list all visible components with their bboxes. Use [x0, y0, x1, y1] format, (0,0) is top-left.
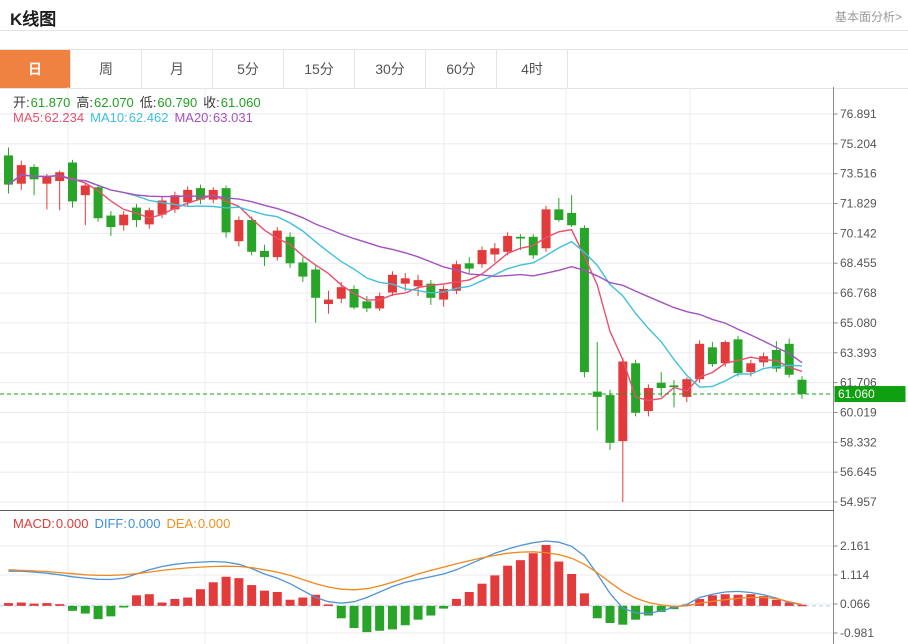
svg-text:66.768: 66.768 — [840, 286, 877, 300]
svg-text:75.204: 75.204 — [840, 137, 877, 151]
macd-row-value-0: 0.000 — [55, 516, 89, 531]
macd-row-label-0: MACD: — [13, 516, 55, 531]
ma20-line — [8, 174, 803, 364]
tab-period-2[interactable]: 月 — [142, 50, 213, 88]
svg-text:65.080: 65.080 — [840, 316, 877, 330]
svg-text:63.393: 63.393 — [840, 346, 877, 360]
macd-histogram — [4, 544, 807, 633]
ohlc-row-value-3: 61.060 — [220, 95, 261, 110]
ma-row-value-1: 62.462 — [128, 110, 169, 125]
ohlc-row-value-0: 61.870 — [30, 95, 71, 110]
tab-period-3[interactable]: 5分 — [213, 50, 284, 88]
ohlc-row-label-2: 低: — [139, 95, 157, 110]
ma5-line — [8, 174, 803, 402]
diff-line — [8, 540, 803, 615]
tab-period-5[interactable]: 30分 — [355, 50, 426, 88]
svg-text:0.066: 0.066 — [840, 597, 870, 611]
macd-row-value-1: 0.000 — [127, 516, 161, 531]
ma-readout: MA5:62.234 MA10:62.462 MA20:63.031 — [13, 110, 259, 125]
ma-row-value-0: 62.234 — [44, 110, 85, 125]
ohlc-row-label-3: 收: — [203, 95, 220, 110]
svg-text:76.891: 76.891 — [840, 107, 877, 121]
svg-text:61.060: 61.060 — [838, 387, 875, 401]
svg-text:73.516: 73.516 — [840, 167, 877, 181]
tab-period-6[interactable]: 60分 — [426, 50, 497, 88]
current-price-badge: 61.060 — [834, 386, 906, 403]
ohlc-row-label-0: 开: — [13, 95, 30, 110]
ma-row-label-0: MA5: — [13, 110, 44, 125]
ma-row-label-2: MA20: — [174, 110, 213, 125]
svg-text:1.114: 1.114 — [840, 568, 869, 582]
price-y-axis: 76.891 75.204 73.516 71.829 70.142 68.455 66.7… — [833, 87, 877, 644]
header-divider — [0, 30, 908, 31]
ma10-line — [8, 174, 803, 388]
price-grid — [0, 87, 833, 510]
ma-row-label-1: MA10: — [90, 110, 128, 125]
tab-period-4[interactable]: 15分 — [284, 50, 355, 88]
macd-row-label-2: DEA: — [166, 516, 197, 531]
ohlc-row-label-1: 高: — [76, 95, 94, 110]
svg-text:71.829: 71.829 — [840, 197, 877, 211]
fundamental-analysis-link[interactable]: 基本面分析> — [834, 10, 902, 24]
page-title: K线图 — [10, 10, 57, 29]
tab-period-1[interactable]: 周 — [71, 50, 142, 88]
svg-text:60.019: 60.019 — [840, 405, 877, 419]
svg-text:2.161: 2.161 — [840, 539, 870, 553]
macd-row-label-1: DIFF: — [94, 516, 127, 531]
macd-row-value-2: 0.000 — [197, 516, 231, 531]
ohlc-row-value-1: 62.070 — [94, 95, 134, 110]
ohlc-readout: 开:61.870 高:62.070 低:60.790 收:61.060 — [13, 92, 267, 111]
svg-text:70.142: 70.142 — [840, 226, 877, 240]
svg-text:61.706: 61.706 — [840, 376, 877, 390]
candles — [4, 147, 807, 502]
svg-text:56.645: 56.645 — [840, 465, 877, 479]
period-tab-bar: 日周月 5分 15分 30分 60分 4时 — [0, 49, 908, 89]
svg-text:54.957: 54.957 — [840, 495, 877, 509]
dea-line — [8, 551, 803, 608]
macd-y-axis: 2.161 1.114 0.066 -0.981 — [833, 539, 874, 640]
ohlc-row-value-2: 60.790 — [157, 95, 198, 110]
ma-row-value-2: 63.031 — [213, 110, 253, 125]
tab-period-0[interactable]: 日 — [0, 50, 71, 88]
svg-text:58.332: 58.332 — [840, 435, 877, 449]
svg-text:68.455: 68.455 — [840, 256, 877, 270]
svg-text:-0.981: -0.981 — [840, 626, 874, 640]
macd-readout: MACD:0.000 DIFF:0.000 DEA:0.000 — [13, 516, 236, 531]
tab-period-7[interactable]: 4时 — [497, 50, 568, 88]
